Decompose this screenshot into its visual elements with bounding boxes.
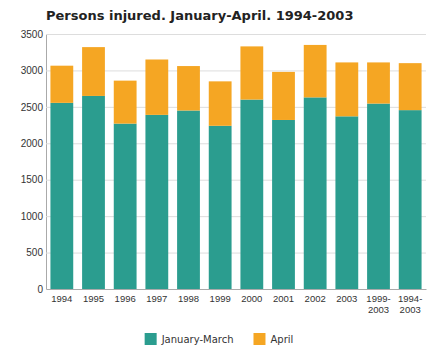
bar	[177, 111, 200, 290]
bar	[82, 96, 105, 289]
bar	[367, 104, 390, 289]
x-tick-label: 1999	[210, 293, 231, 304]
bar	[177, 66, 200, 110]
bar	[209, 81, 232, 125]
y-tick-label: 500	[26, 247, 43, 258]
x-tick: 1999	[210, 289, 231, 304]
bar	[240, 100, 263, 289]
y-axis: 0 500 1000 1500 2000 2500 3000 3500	[21, 29, 426, 295]
x-tick: 1994	[51, 289, 72, 304]
y-tick-label: 1500	[21, 174, 44, 185]
plot: 0 500 1000 1500 2000 2500 3000 3500 1994 1995 1996…	[21, 29, 427, 315]
legend-label: January-March	[161, 334, 234, 345]
bar	[114, 124, 137, 289]
bars	[50, 45, 421, 289]
legend-swatch	[145, 333, 157, 345]
x-tick: 2000	[241, 289, 262, 304]
series	[50, 45, 421, 126]
legend-item: January-March	[145, 333, 234, 345]
bar	[399, 63, 422, 110]
bar	[304, 45, 327, 97]
bar	[50, 103, 73, 289]
bar	[82, 47, 105, 96]
bar	[209, 126, 232, 289]
x-axis: 1994 1995 1996 1997 1998 1999 2000 2001 2002 2003…	[47, 289, 427, 315]
grid-line	[46, 34, 426, 35]
title: Persons injured. January-April. 1994-200…	[46, 8, 353, 23]
x-tick-label: 2002	[305, 293, 326, 304]
grid-line	[46, 289, 426, 290]
y-tick: 3000	[21, 65, 426, 76]
x-tick: 2001	[273, 289, 294, 304]
bar	[304, 97, 327, 289]
y-tick-label: 0	[37, 284, 43, 295]
y-tick-label: 1000	[21, 211, 44, 222]
x-tick-label: 1999-2003	[366, 293, 390, 315]
bar	[240, 46, 263, 99]
x-tick: 2002	[305, 289, 326, 304]
y-tick-label: 2000	[21, 138, 44, 149]
bar	[367, 62, 390, 103]
bar	[50, 66, 73, 103]
legend: January-March April	[145, 333, 294, 345]
bar	[335, 116, 358, 289]
y-axis-line	[46, 35, 47, 290]
y-tick-label: 2500	[21, 102, 44, 113]
bar	[272, 120, 295, 289]
x-tick-label: 1994-2003	[398, 293, 422, 315]
y-tick-label: 3500	[21, 29, 44, 40]
bar	[114, 81, 137, 124]
x-tick: 1999-2003	[366, 289, 390, 315]
x-tick-label: 2000	[241, 293, 262, 304]
legend-item: April	[253, 333, 293, 345]
x-tick: 1994-2003	[398, 289, 422, 315]
x-tick-label: 2001	[273, 293, 294, 304]
x-tick-label: 1994	[51, 293, 72, 304]
x-tick-label: 2003	[336, 293, 357, 304]
x-tick: 2003	[336, 289, 357, 304]
y-tick: 3500	[21, 29, 426, 40]
x-tick: 1998	[178, 289, 199, 304]
x-tick-label: 1995	[83, 293, 104, 304]
x-tick: 1995	[83, 289, 104, 304]
bar	[145, 115, 168, 289]
bar	[272, 72, 295, 120]
x-tick: 1997	[146, 289, 167, 304]
bar	[399, 110, 422, 289]
chart: Persons injured. January-April. 1994-200…	[0, 0, 438, 355]
y-tick-label: 3000	[21, 65, 44, 76]
x-tick-label: 1997	[146, 293, 167, 304]
x-tick: 1996	[115, 289, 136, 304]
bar	[335, 62, 358, 116]
x-tick-label: 1998	[178, 293, 199, 304]
bar	[145, 60, 168, 115]
x-tick-label: 1996	[115, 293, 136, 304]
legend-swatch	[253, 333, 265, 345]
series	[50, 96, 421, 289]
legend-label: April	[270, 334, 293, 345]
x-axis-line	[47, 289, 427, 290]
